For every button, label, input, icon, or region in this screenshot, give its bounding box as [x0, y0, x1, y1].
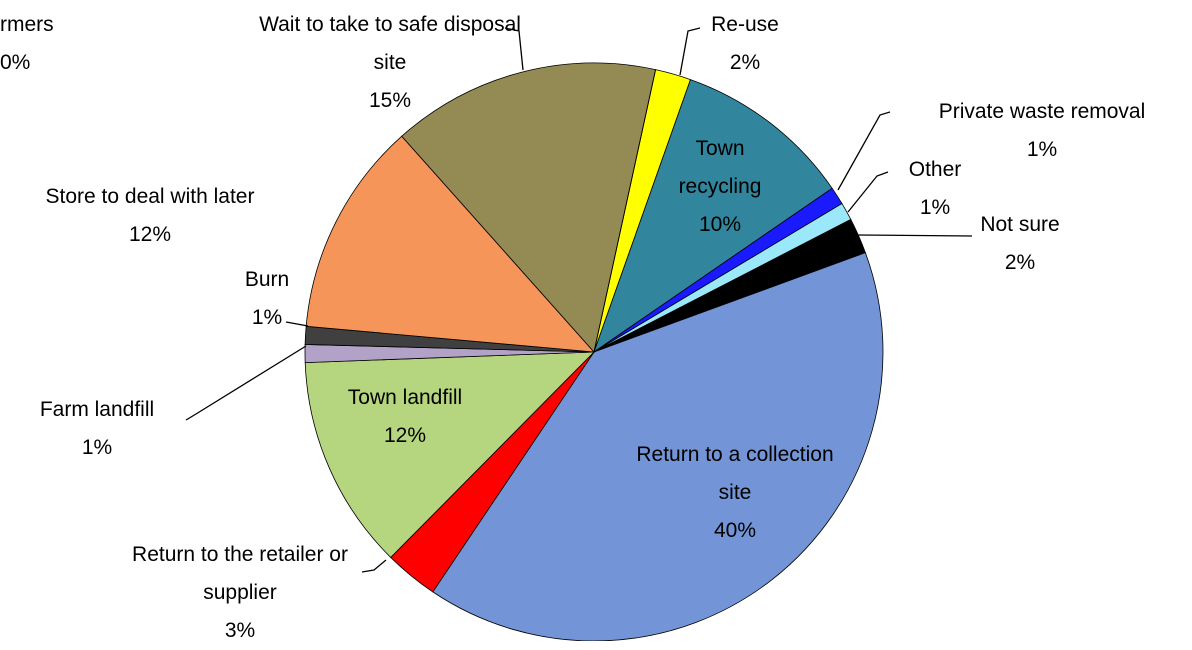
slice-value-label: 3%	[224, 619, 256, 642]
leader-line	[285, 321, 309, 327]
slice-label: Burn	[244, 268, 290, 291]
slice-label: Private waste removal	[938, 100, 1146, 123]
slice-value-label: 2%	[1004, 251, 1036, 274]
leader-line	[837, 111, 891, 191]
slice-label: Farm landfill	[39, 398, 155, 421]
leader-line	[361, 559, 387, 573]
slice-value-label: 1%	[81, 436, 113, 459]
pie-slice	[432, 252, 884, 641]
slice-label: Return to a collection site	[636, 443, 834, 504]
slice-value-label: 15%	[368, 89, 412, 112]
slice-value-label: 12%	[128, 223, 172, 246]
slice-label: Town recycling	[678, 137, 762, 198]
slice-label: Other	[908, 158, 962, 181]
leader-line	[857, 234, 973, 237]
slice-value-label: 1%	[1026, 138, 1058, 161]
slice-value-label: 1%	[251, 306, 283, 329]
leader-line	[185, 345, 307, 421]
pie-slice	[305, 135, 595, 353]
pie-slice	[401, 62, 657, 353]
slice-label: Store to deal with later	[45, 185, 255, 208]
slice-label: Re-use	[711, 13, 779, 36]
slice-value-label: 10%	[698, 213, 742, 236]
slice-label: Wait to take to safe disposal site	[259, 13, 521, 74]
leader-line	[847, 171, 889, 213]
leader-lines	[185, 27, 973, 573]
slice-label: Town landfill	[347, 386, 463, 409]
leader-line	[679, 27, 701, 76]
pie-slice	[593, 79, 833, 354]
leader-line	[504, 27, 524, 71]
slice-value-label: 12%	[383, 424, 427, 447]
slice-value-label: 2%	[729, 51, 761, 74]
slices	[304, 62, 884, 641]
pie-slice	[304, 351, 595, 558]
slice-label: Return to the retailer or supplier	[132, 543, 348, 604]
slice-label: rmers	[0, 13, 54, 36]
slice-value-label: 0%	[0, 51, 31, 74]
slice-label: Not sure	[980, 213, 1060, 236]
slice-value-label: 40%	[713, 519, 757, 542]
slice-value-label: 1%	[919, 196, 951, 219]
